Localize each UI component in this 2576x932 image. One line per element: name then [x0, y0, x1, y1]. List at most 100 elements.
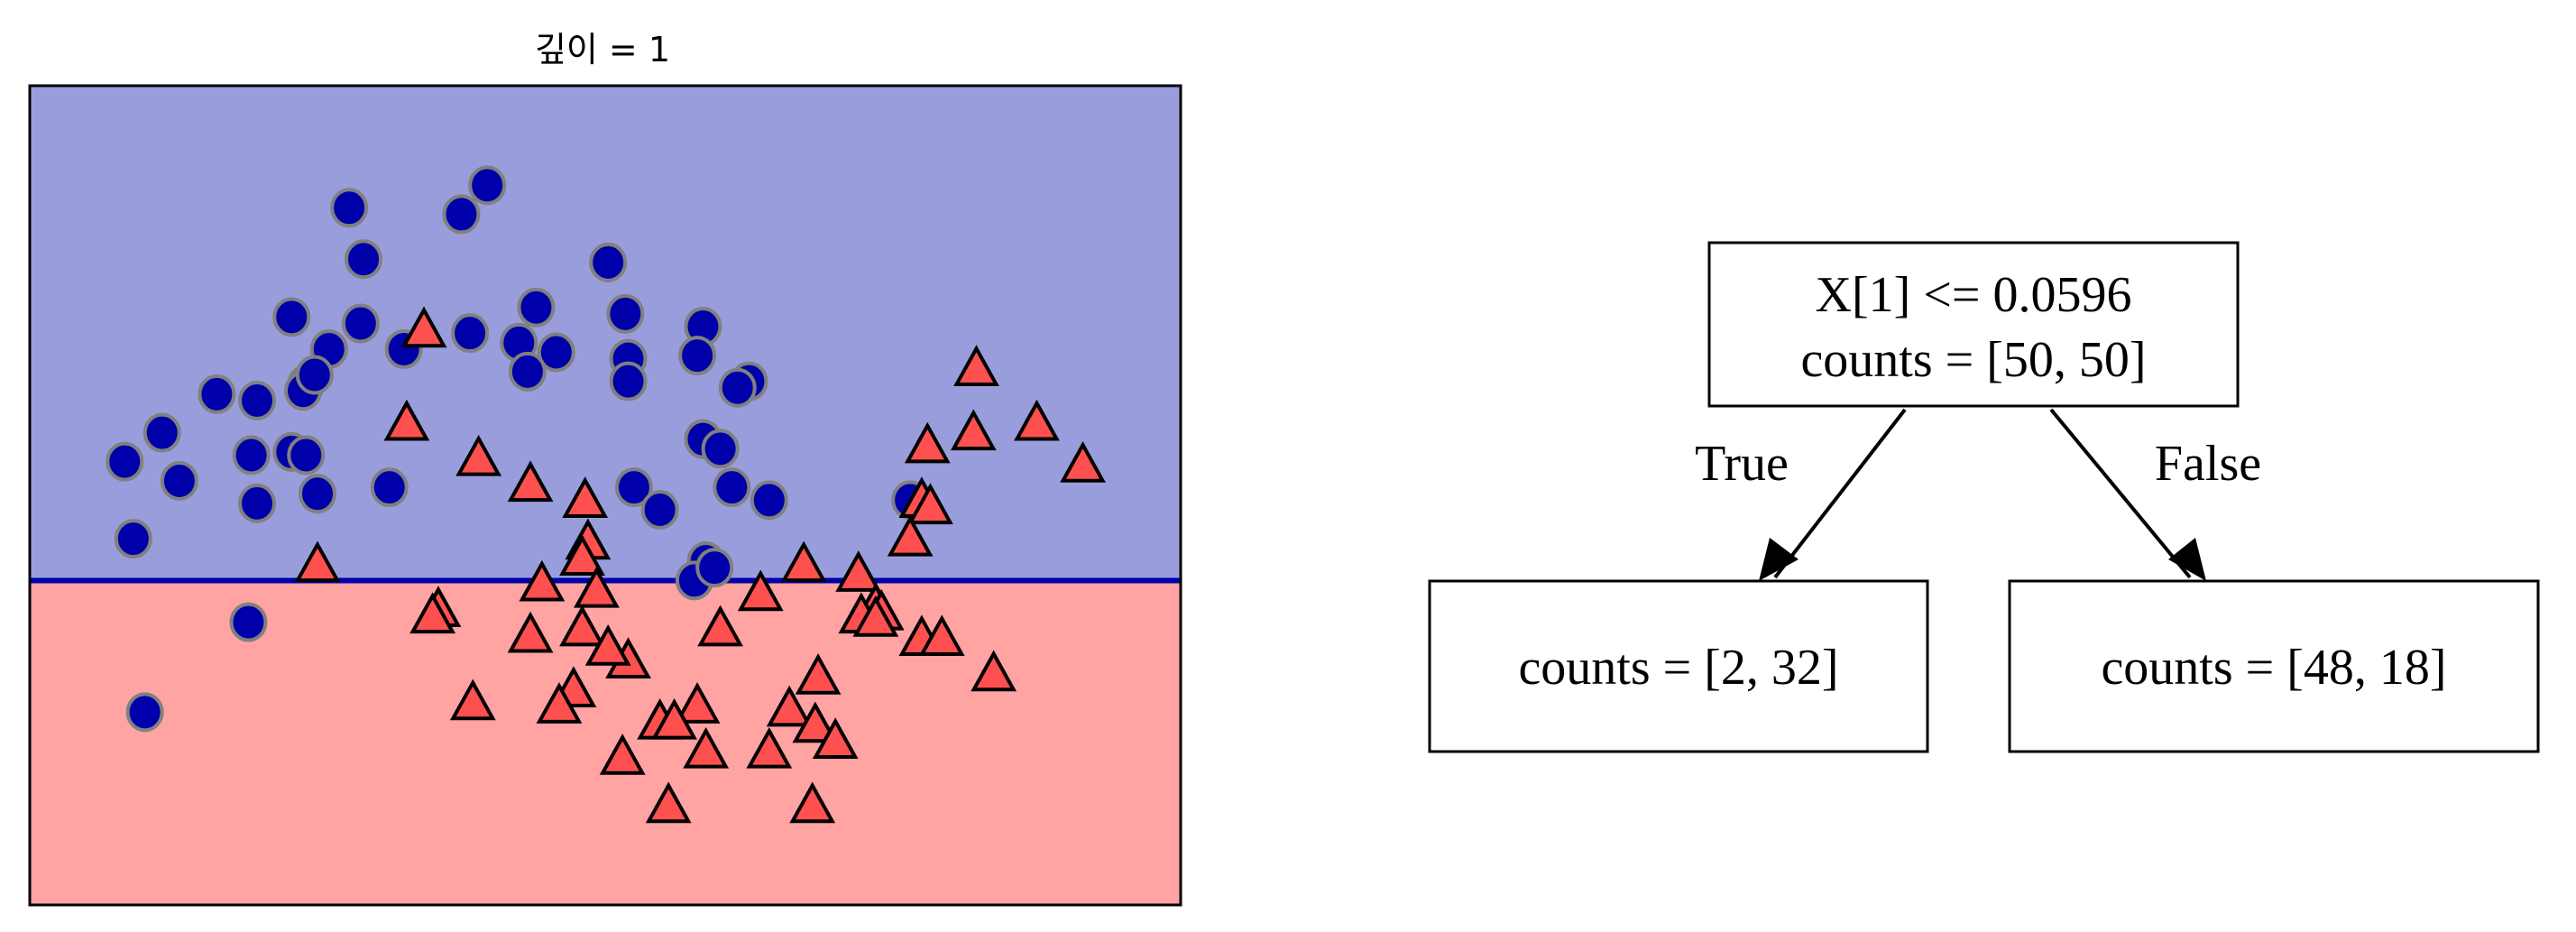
class1-point	[971, 650, 1017, 692]
scatter-plot	[28, 84, 1182, 907]
class0-point	[370, 467, 409, 508]
class1-point	[918, 614, 965, 657]
arrowhead-icon	[1759, 538, 1799, 581]
class0-point	[143, 412, 181, 453]
plot-title: 깊이 = 1	[535, 30, 670, 69]
node-box	[1428, 579, 1929, 753]
class0-point	[341, 303, 380, 344]
class0-point	[114, 519, 152, 559]
edge-line	[2049, 408, 2192, 579]
class1-point	[559, 604, 605, 647]
class1-point	[651, 697, 697, 740]
class1-point	[835, 550, 882, 592]
class0-point	[106, 441, 144, 482]
class1-point	[812, 717, 859, 759]
arrowhead-icon	[2168, 538, 2206, 581]
class1-point	[792, 701, 839, 743]
class1-point	[953, 345, 999, 386]
class0-point	[238, 380, 277, 420]
class0-point	[229, 602, 268, 642]
class1-point	[645, 781, 692, 824]
class1-point	[294, 540, 341, 583]
edge-label-false: False	[2155, 436, 2261, 492]
class1-point	[507, 460, 554, 503]
plot-frame	[28, 84, 1182, 907]
node-box	[2008, 579, 2540, 753]
class1-point	[409, 592, 455, 634]
class0-point	[295, 355, 334, 395]
class0-point	[678, 336, 717, 376]
class0-point	[537, 332, 575, 373]
class0-point	[713, 467, 751, 508]
class1-point	[1014, 399, 1060, 441]
edge-label-true: True	[1695, 436, 1789, 492]
class0-point	[451, 313, 490, 354]
class0-point	[272, 297, 311, 337]
class1-point	[562, 476, 609, 518]
class0-point	[238, 483, 277, 523]
class0-point	[517, 287, 556, 328]
decision-tree: True False X[1] <= 0.0596 counts = [50, …	[1428, 241, 2540, 753]
class0-point	[287, 435, 326, 475]
class1-point	[449, 678, 496, 721]
class0-point	[718, 367, 757, 408]
class0-point	[508, 351, 547, 392]
class0-point	[606, 293, 645, 334]
class1-point	[383, 399, 430, 441]
class1-point	[519, 559, 566, 602]
class0-point	[695, 548, 734, 588]
class1-point	[904, 421, 951, 464]
class0-point	[345, 239, 383, 280]
tree-edge-true: True	[1695, 408, 1907, 581]
class0-point	[589, 242, 628, 282]
class1-point	[574, 566, 620, 608]
class0-point	[125, 692, 164, 733]
class1-point	[599, 734, 646, 775]
class1-point	[559, 534, 605, 577]
tree-edge-false: False	[2049, 408, 2261, 581]
class1-point	[746, 726, 793, 769]
class1-point	[507, 611, 554, 653]
tree-node-root: X[1] <= 0.0596 counts = [50, 50]	[1707, 241, 2240, 408]
class1-point	[400, 306, 447, 348]
class0-point	[609, 361, 648, 401]
class1-point	[780, 540, 827, 583]
class1-point	[683, 726, 730, 769]
region-class0	[30, 86, 1181, 581]
class1-point	[584, 624, 631, 666]
class1-point	[737, 569, 784, 612]
class0-point	[232, 435, 271, 475]
node-counts: counts = [50, 50]	[1800, 332, 2146, 388]
class0-point	[330, 188, 369, 228]
markers	[106, 165, 1106, 824]
node-box	[1707, 241, 2240, 408]
class0-point	[299, 474, 336, 514]
class1-point	[907, 483, 953, 525]
class0-point	[701, 429, 740, 469]
class1-point	[674, 682, 721, 724]
class0-point	[468, 165, 507, 206]
tree-node-right: counts = [48, 18]	[2008, 579, 2540, 753]
class1-point	[536, 682, 583, 724]
class0-point	[442, 194, 481, 235]
tree-node-left: counts = [2, 32]	[1428, 579, 1929, 753]
class0-point	[198, 374, 236, 414]
region-class1	[30, 580, 1181, 905]
class1-point	[455, 434, 502, 476]
class1-point	[887, 514, 934, 557]
class1-point	[697, 604, 743, 647]
node-split: X[1] <= 0.0596	[1816, 267, 2132, 323]
class1-point	[852, 595, 899, 637]
class0-point	[614, 467, 653, 508]
class1-point	[789, 781, 836, 824]
class0-point	[160, 460, 198, 501]
edge-line	[1773, 408, 1907, 579]
class0-point	[640, 490, 679, 531]
class0-point	[750, 480, 788, 521]
class1-point	[1060, 441, 1106, 483]
class1-point	[795, 653, 842, 695]
class1-point	[766, 685, 813, 727]
node-counts: counts = [2, 32]	[1518, 640, 1838, 696]
class1-point	[950, 409, 997, 451]
